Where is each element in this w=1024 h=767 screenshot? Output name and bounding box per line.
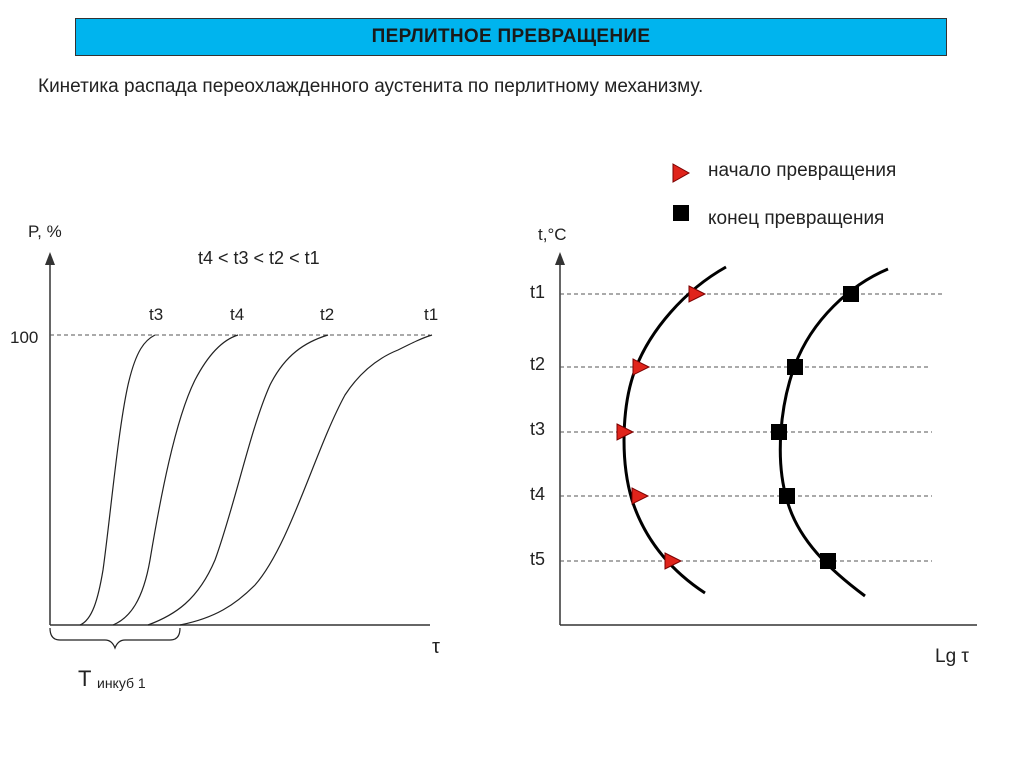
level-label-t3: t3 xyxy=(530,419,545,439)
start-marker-t2 xyxy=(632,358,651,376)
page-subtitle: Кинетика распада переохлажденного аустен… xyxy=(38,76,704,97)
title-banner: ПЕРЛИТНОЕ ПРЕВРАЩЕНИЕ xyxy=(75,18,947,56)
page-title: ПЕРЛИТНОЕ ПРЕВРАЩЕНИЕ xyxy=(371,26,651,47)
level-label-t1: t1 xyxy=(530,282,545,302)
end-marker-t3 xyxy=(771,424,787,440)
end-marker-t1 xyxy=(843,286,859,302)
right-y-axis-label: t,°C xyxy=(538,225,567,244)
legend-end-label: конец превращения xyxy=(708,208,884,229)
start-marker-t5 xyxy=(664,552,683,570)
level-label-t4: t4 xyxy=(530,484,545,504)
kinetic-curve-t4 xyxy=(112,334,239,626)
kinetic-curve-t2 xyxy=(147,334,329,626)
curve-label-t4: t4 xyxy=(230,305,244,324)
start-marker-t3 xyxy=(616,423,635,441)
level-label-t2: t2 xyxy=(530,354,545,374)
right-y-axis-arrow xyxy=(555,252,565,265)
left-y-axis-arrow xyxy=(45,252,55,265)
curve-label-t1: t1 xyxy=(424,305,438,324)
start-marker-t4 xyxy=(631,487,650,505)
right-x-axis-label: Lg τ xyxy=(935,646,969,667)
left-kinetic-chart: P, % 100 τ t4 < t3 < t2 < t1 t3 t4 t2 t1… xyxy=(10,222,440,691)
relation-text: t4 < t3 < t2 < t1 xyxy=(198,248,320,268)
end-marker-t2 xyxy=(787,359,803,375)
kinetic-curve-t3 xyxy=(79,334,156,626)
incubation-label-sub: инкуб 1 xyxy=(97,675,146,691)
start-c-curve xyxy=(622,265,727,595)
curve-label-t3: t3 xyxy=(149,305,163,324)
incubation-label-main: T xyxy=(78,666,91,691)
kinetic-curve-t1 xyxy=(179,334,433,626)
right-ttt-chart: t,°C Lg τ t1 t2 t3 t4 t5 начало превраще… xyxy=(530,160,977,667)
curve-label-t2: t2 xyxy=(320,305,334,324)
legend-end-marker-icon xyxy=(673,205,689,221)
end-marker-t5 xyxy=(820,553,836,569)
left-x-axis-label: τ xyxy=(432,636,440,658)
level-label-t5: t5 xyxy=(530,549,545,569)
legend-start-marker-icon xyxy=(672,163,691,183)
left-y-axis-label: P, % xyxy=(28,222,62,241)
incubation-brace xyxy=(49,627,181,650)
end-marker-t4 xyxy=(779,488,795,504)
legend-start-label: начало превращения xyxy=(708,160,896,181)
left-y-tick-100: 100 xyxy=(10,328,38,347)
start-marker-t1 xyxy=(688,285,707,303)
